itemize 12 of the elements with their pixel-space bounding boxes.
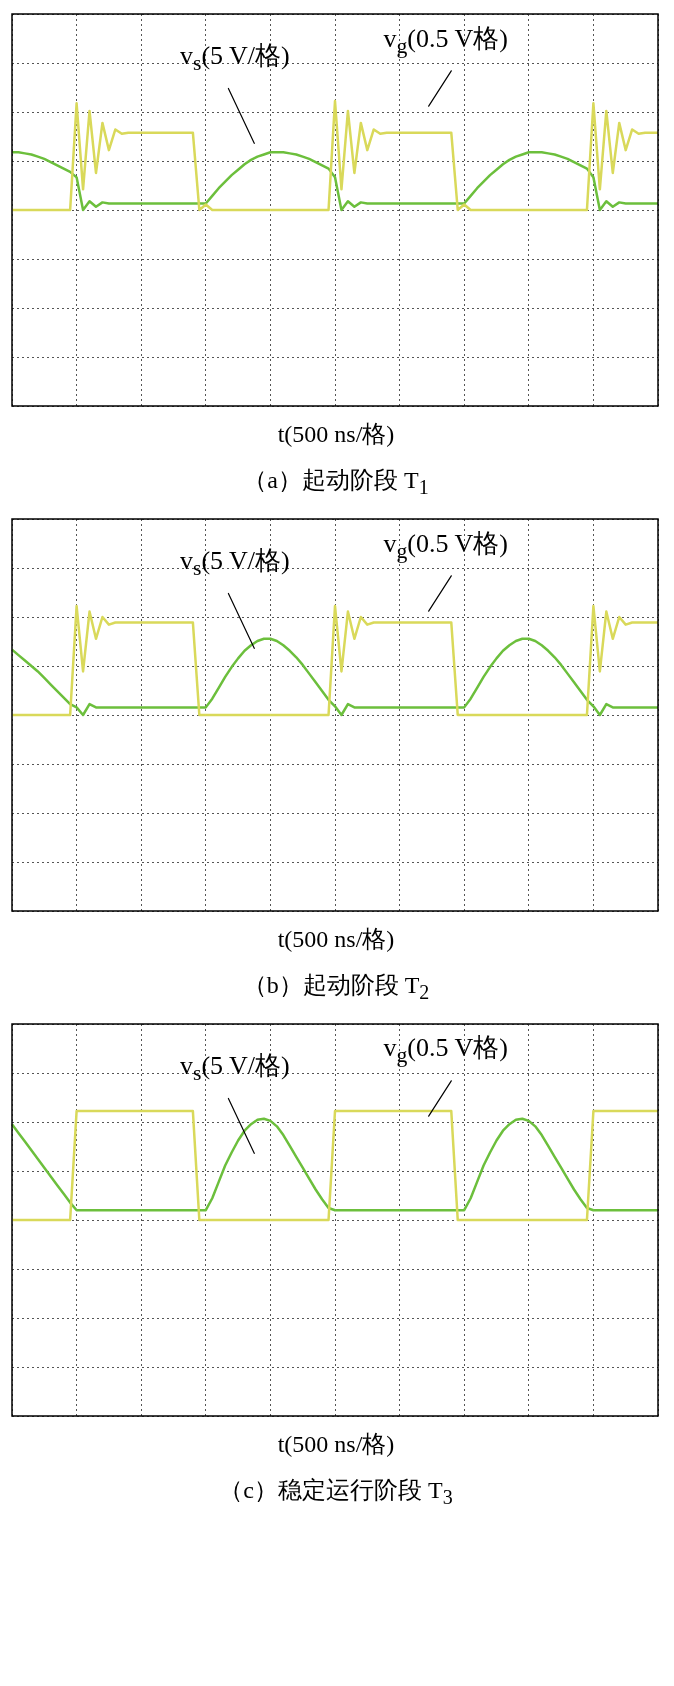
x-axis-title: t(500 ns/格): [276, 420, 396, 449]
text: （c）稳定运行阶段 T$_{3}$: [218, 1475, 454, 1509]
text: v$_{g}$(0.5 V格): [383, 23, 508, 58]
text: v$_{s}$(5 V/格): [179, 1050, 290, 1086]
text: v$_{s}$(5 V/格): [179, 41, 290, 76]
text: （b）起动阶段 T$_{2}$: [241, 970, 431, 1004]
x-axis-title: t(500 ns/格): [276, 1429, 396, 1459]
text: v$_{g}$(0.5 V格): [383, 528, 508, 563]
text: v$_{s}$(5 V/格): [179, 546, 290, 581]
text: （a）起动阶段 T$_{1}$: [242, 466, 430, 499]
x-axis-title: t(500 ns/格): [276, 924, 396, 954]
text: v$_{g}$(0.5 V格): [383, 1033, 508, 1068]
